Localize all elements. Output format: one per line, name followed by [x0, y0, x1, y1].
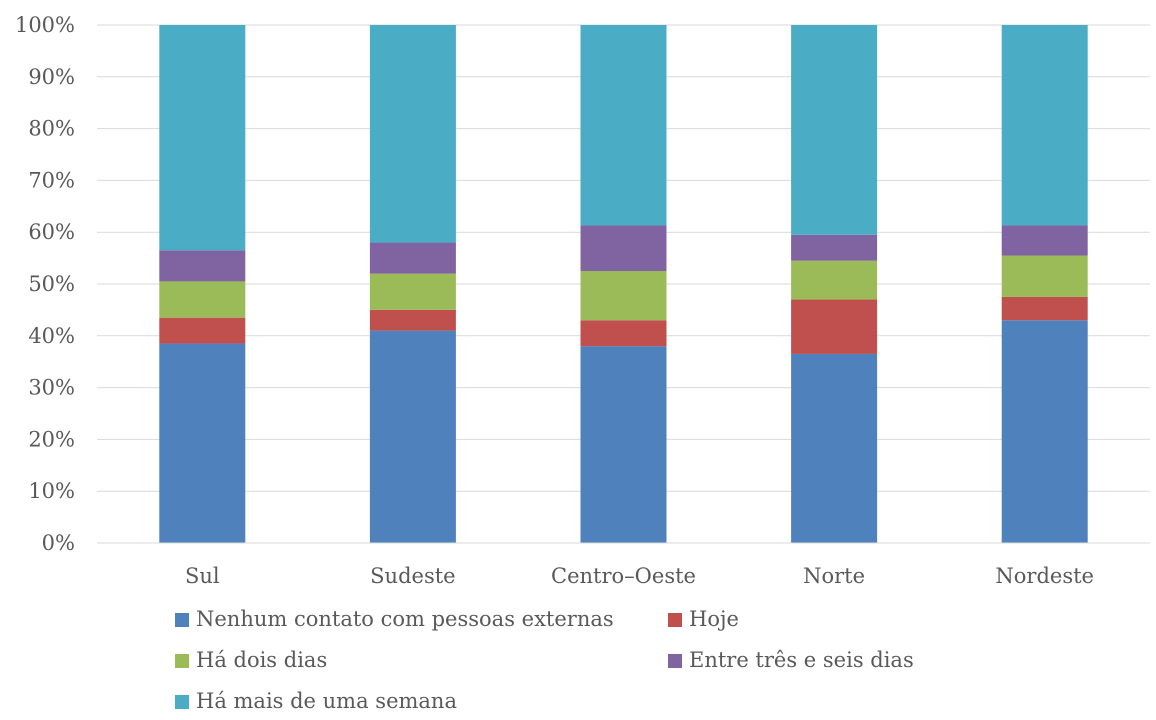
legend-label: Nenhum contato com pessoas externas	[196, 607, 614, 631]
bar-segment	[159, 343, 246, 543]
bars	[159, 25, 1088, 543]
bar-segment	[1001, 25, 1088, 226]
bar-segment	[369, 309, 456, 331]
y-tick-label: 100%	[15, 13, 75, 37]
bar-segment	[580, 346, 667, 543]
bar-stack	[791, 25, 878, 543]
bar-segment	[159, 25, 246, 251]
y-tick-label: 60%	[28, 220, 75, 244]
y-axis-tick-labels: 0% 10% 20% 30% 40% 50% 60% 70% 80% 90% 100%	[15, 13, 75, 555]
bar-segment	[791, 353, 878, 543]
y-tick-label: 0%	[42, 531, 75, 555]
bar-segment	[791, 234, 878, 261]
bar-segment	[1001, 320, 1088, 543]
x-category-label: Sudeste	[370, 564, 455, 588]
bar-segment	[159, 281, 246, 318]
legend-label: Há dois dias	[196, 648, 327, 672]
legend-label: Há mais de uma semana	[196, 689, 457, 713]
legend-swatch	[175, 654, 189, 668]
legend-swatch	[175, 695, 189, 709]
bar-segment	[369, 25, 456, 243]
legend: Nenhum contato com pessoas externas Hoje H…	[175, 607, 914, 713]
legend-item: Há mais de uma semana	[175, 689, 457, 713]
legend-item: Nenhum contato com pessoas externas	[175, 607, 614, 631]
legend-item: Entre três e seis dias	[668, 648, 914, 672]
y-tick-label: 90%	[28, 65, 75, 89]
bar-segment	[159, 317, 246, 344]
bar-segment	[791, 299, 878, 354]
y-tick-label: 40%	[28, 324, 75, 348]
y-tick-label: 10%	[28, 479, 75, 503]
bar-stack	[159, 25, 246, 543]
y-tick-label: 20%	[28, 427, 75, 451]
bar-segment	[791, 260, 878, 300]
y-tick-label: 50%	[28, 272, 75, 296]
y-tick-label: 70%	[28, 168, 75, 192]
x-category-label: Centro–Oeste	[551, 564, 696, 588]
bar-segment	[1001, 225, 1088, 256]
bar-segment	[369, 242, 456, 274]
bar-segment	[1001, 296, 1088, 321]
legend-swatch	[668, 654, 682, 668]
bar-segment	[580, 225, 667, 272]
y-tick-label: 80%	[28, 117, 75, 141]
legend-swatch	[175, 613, 189, 627]
bar-stack	[580, 25, 667, 543]
x-category-label: Norte	[803, 564, 865, 588]
bar-segment	[369, 273, 456, 310]
bar-stack	[369, 25, 456, 543]
legend-label: Entre três e seis dias	[689, 648, 914, 672]
x-category-label: Nordeste	[995, 564, 1094, 588]
bar-segment	[580, 25, 667, 226]
bar-segment	[580, 271, 667, 321]
x-axis-category-labels: Sul Sudeste Centro–Oeste Norte Nordeste	[185, 564, 1094, 588]
bar-segment	[1001, 255, 1088, 297]
bar-stack	[1001, 25, 1088, 543]
bar-segment	[791, 25, 878, 235]
legend-item: Hoje	[668, 607, 739, 631]
bar-segment	[580, 320, 667, 347]
legend-label: Hoje	[689, 607, 739, 631]
legend-swatch	[668, 613, 682, 627]
bar-segment	[159, 250, 246, 282]
x-category-label: Sul	[185, 564, 220, 588]
y-tick-label: 30%	[28, 376, 75, 400]
legend-item: Há dois dias	[175, 648, 327, 672]
bar-segment	[369, 330, 456, 543]
